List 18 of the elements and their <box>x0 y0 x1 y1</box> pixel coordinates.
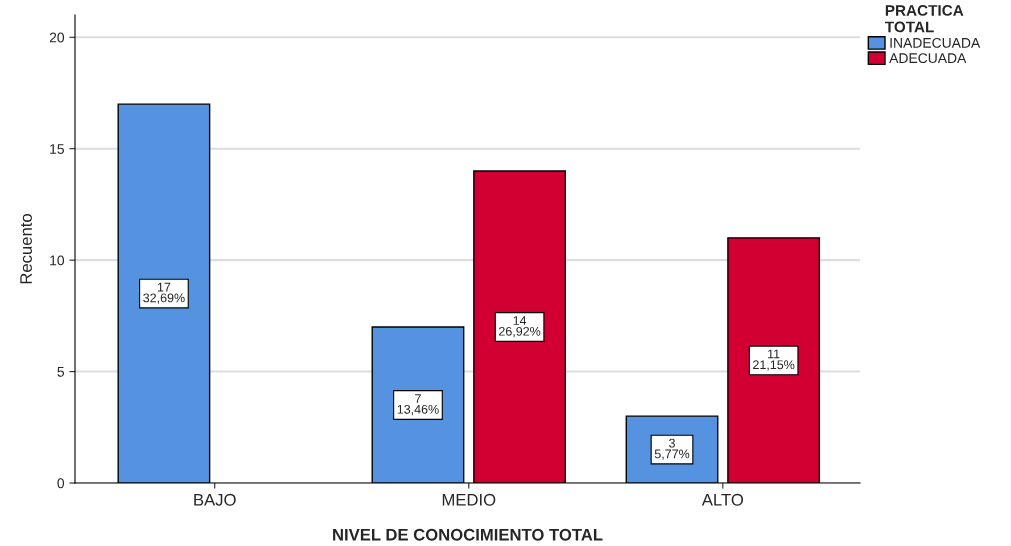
y-axis-title: Recuento <box>20 214 32 284</box>
data-label: 11 21,15% <box>753 349 795 371</box>
data-label: 7 13,46% <box>397 394 439 416</box>
y-tick-label: 15 <box>50 144 64 154</box>
legend-label: INADECUADA <box>890 37 981 48</box>
y-tick-label: 5 <box>57 367 64 377</box>
data-label: 3 5,77% <box>654 438 690 460</box>
data-label: 17 32,69% <box>143 282 185 304</box>
y-tick-label: 20 <box>49 32 65 43</box>
x-tick-label: BAJO <box>194 493 236 506</box>
y-tick-label: 10 <box>50 255 65 266</box>
x-tick-label: MEDIO <box>442 493 496 506</box>
x-tick-label: ALTO <box>701 493 744 506</box>
x-axis-title: NIVEL DE CONOCIMIENTO TOTAL <box>333 528 603 541</box>
data-label: 14 26,92% <box>499 316 541 338</box>
y-tick-label: 0 <box>57 478 65 489</box>
legend-label: ADECUADA <box>889 53 967 64</box>
legend-title: PRACTICA TOTAL <box>884 5 964 33</box>
